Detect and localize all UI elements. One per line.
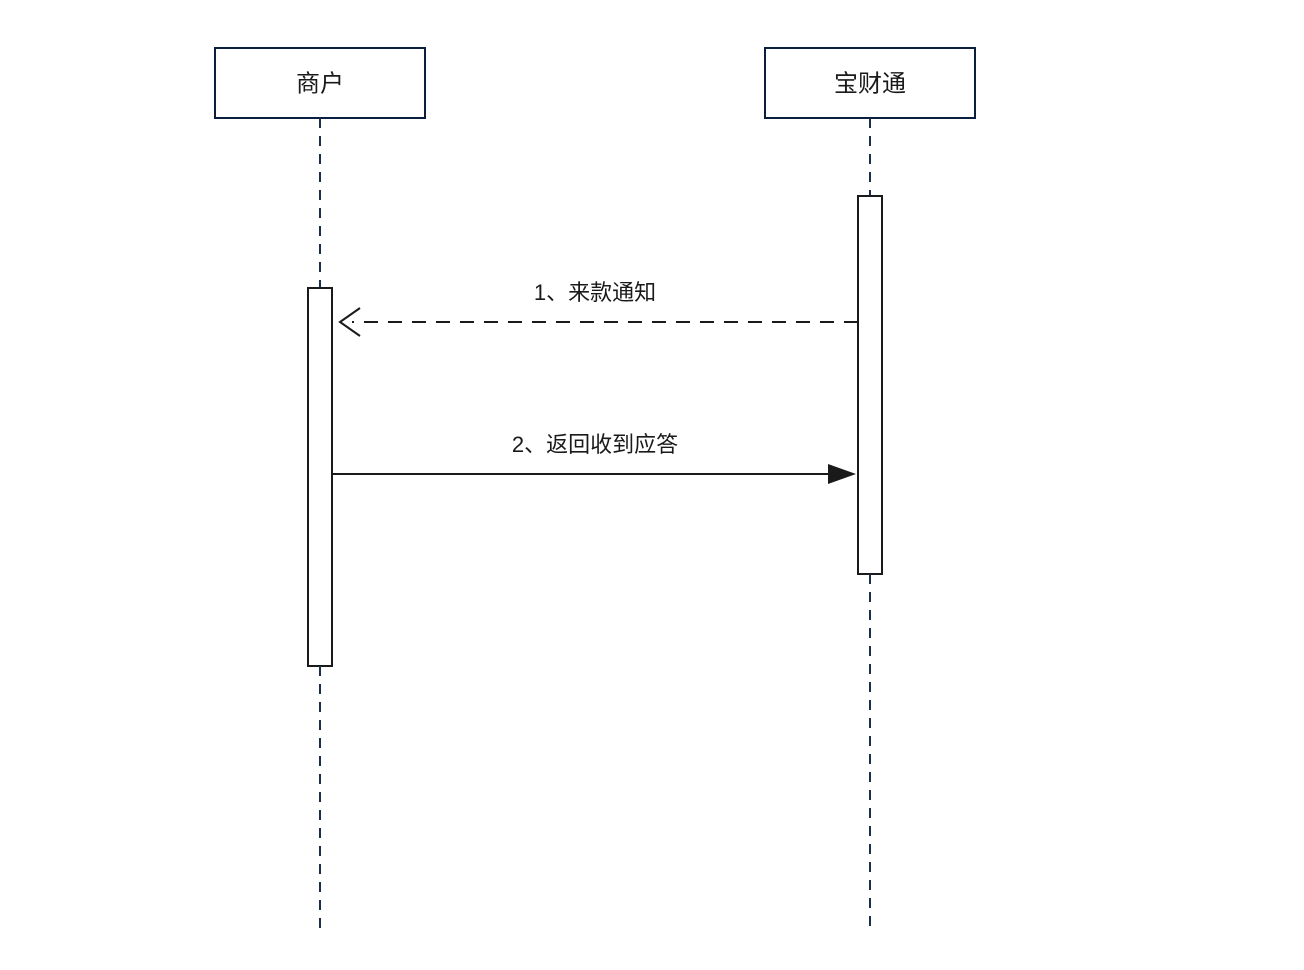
diagram-svg: 商户 宝财通 1、来款通知 2、返回收到应答: [0, 0, 1304, 970]
message-1-label: 1、来款通知: [534, 280, 656, 305]
message-1: 1、来款通知: [340, 280, 858, 336]
activation-baocaitong: [858, 196, 882, 574]
participant-baocaitong-label: 宝财通: [834, 70, 906, 97]
activation-merchant: [308, 288, 332, 666]
message-1-arrow: [340, 308, 360, 336]
message-2: 2、返回收到应答: [332, 432, 856, 484]
participant-merchant: 商户: [215, 48, 425, 930]
participant-merchant-label: 商户: [296, 70, 344, 97]
sequence-diagram: 商户 宝财通 1、来款通知 2、返回收到应答: [0, 0, 1304, 970]
message-2-arrow: [828, 464, 856, 484]
participant-baocaitong: 宝财通: [765, 48, 975, 930]
message-2-label: 2、返回收到应答: [512, 432, 678, 457]
